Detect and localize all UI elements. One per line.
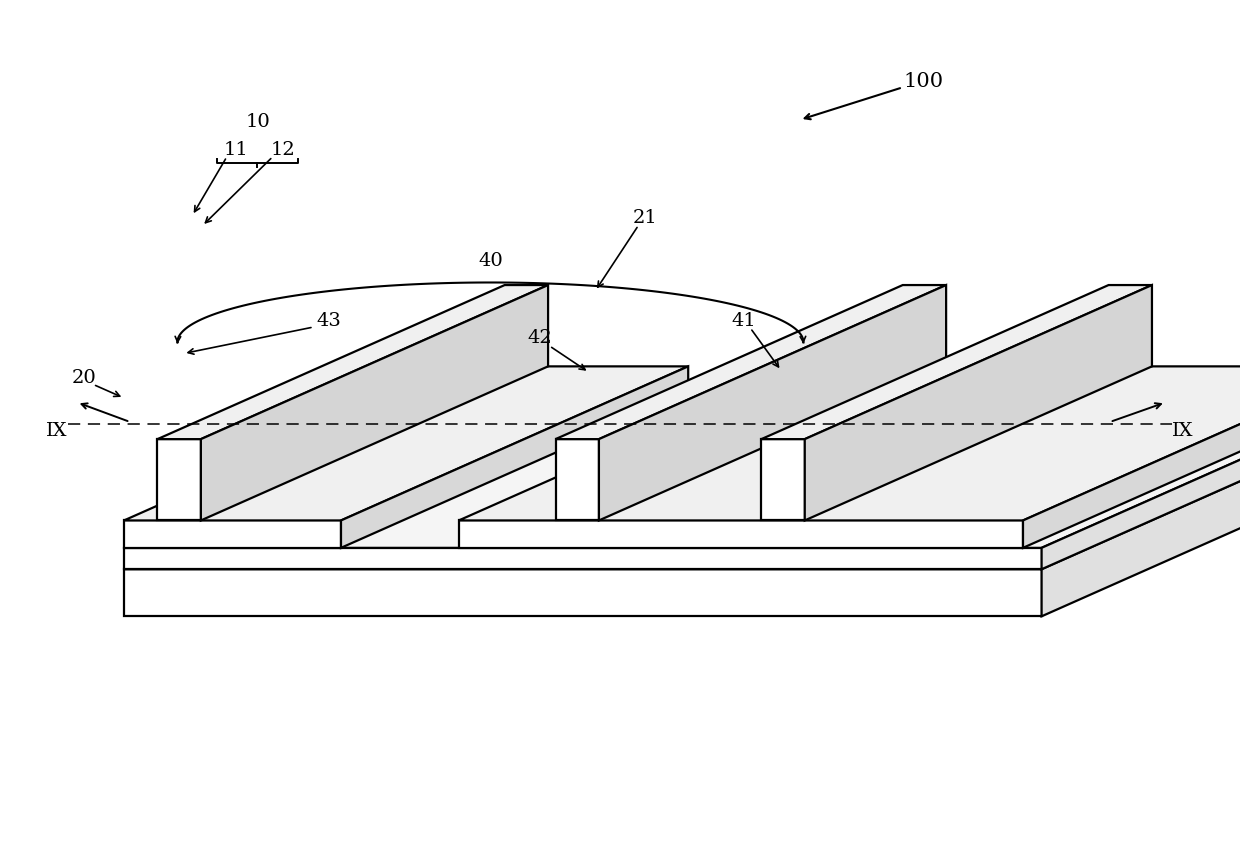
Polygon shape [124,520,341,548]
Text: 12: 12 [270,140,295,159]
Text: 43: 43 [316,312,341,330]
Polygon shape [1023,366,1240,548]
Polygon shape [201,285,548,520]
Polygon shape [124,548,1042,569]
Polygon shape [459,366,1240,520]
Polygon shape [761,439,805,520]
Polygon shape [556,439,599,520]
Polygon shape [157,285,548,439]
Text: 100: 100 [904,72,944,91]
Polygon shape [124,415,1240,569]
Polygon shape [124,569,1042,616]
Polygon shape [459,520,1023,548]
Polygon shape [124,394,1240,548]
Polygon shape [805,285,1152,520]
Text: 20: 20 [72,369,97,388]
Text: 11: 11 [223,140,248,159]
Polygon shape [599,285,946,520]
Polygon shape [1042,394,1240,569]
Polygon shape [1042,415,1240,616]
Text: 42: 42 [527,329,552,348]
Polygon shape [124,366,688,520]
Text: 40: 40 [479,252,502,270]
Polygon shape [761,285,1152,439]
Text: 21: 21 [632,209,657,228]
Polygon shape [341,366,688,548]
Text: IX: IX [1172,421,1193,440]
Text: IX: IX [46,421,67,440]
Text: 10: 10 [246,112,270,131]
Polygon shape [556,285,946,439]
Text: 41: 41 [732,312,756,330]
Polygon shape [157,439,201,520]
